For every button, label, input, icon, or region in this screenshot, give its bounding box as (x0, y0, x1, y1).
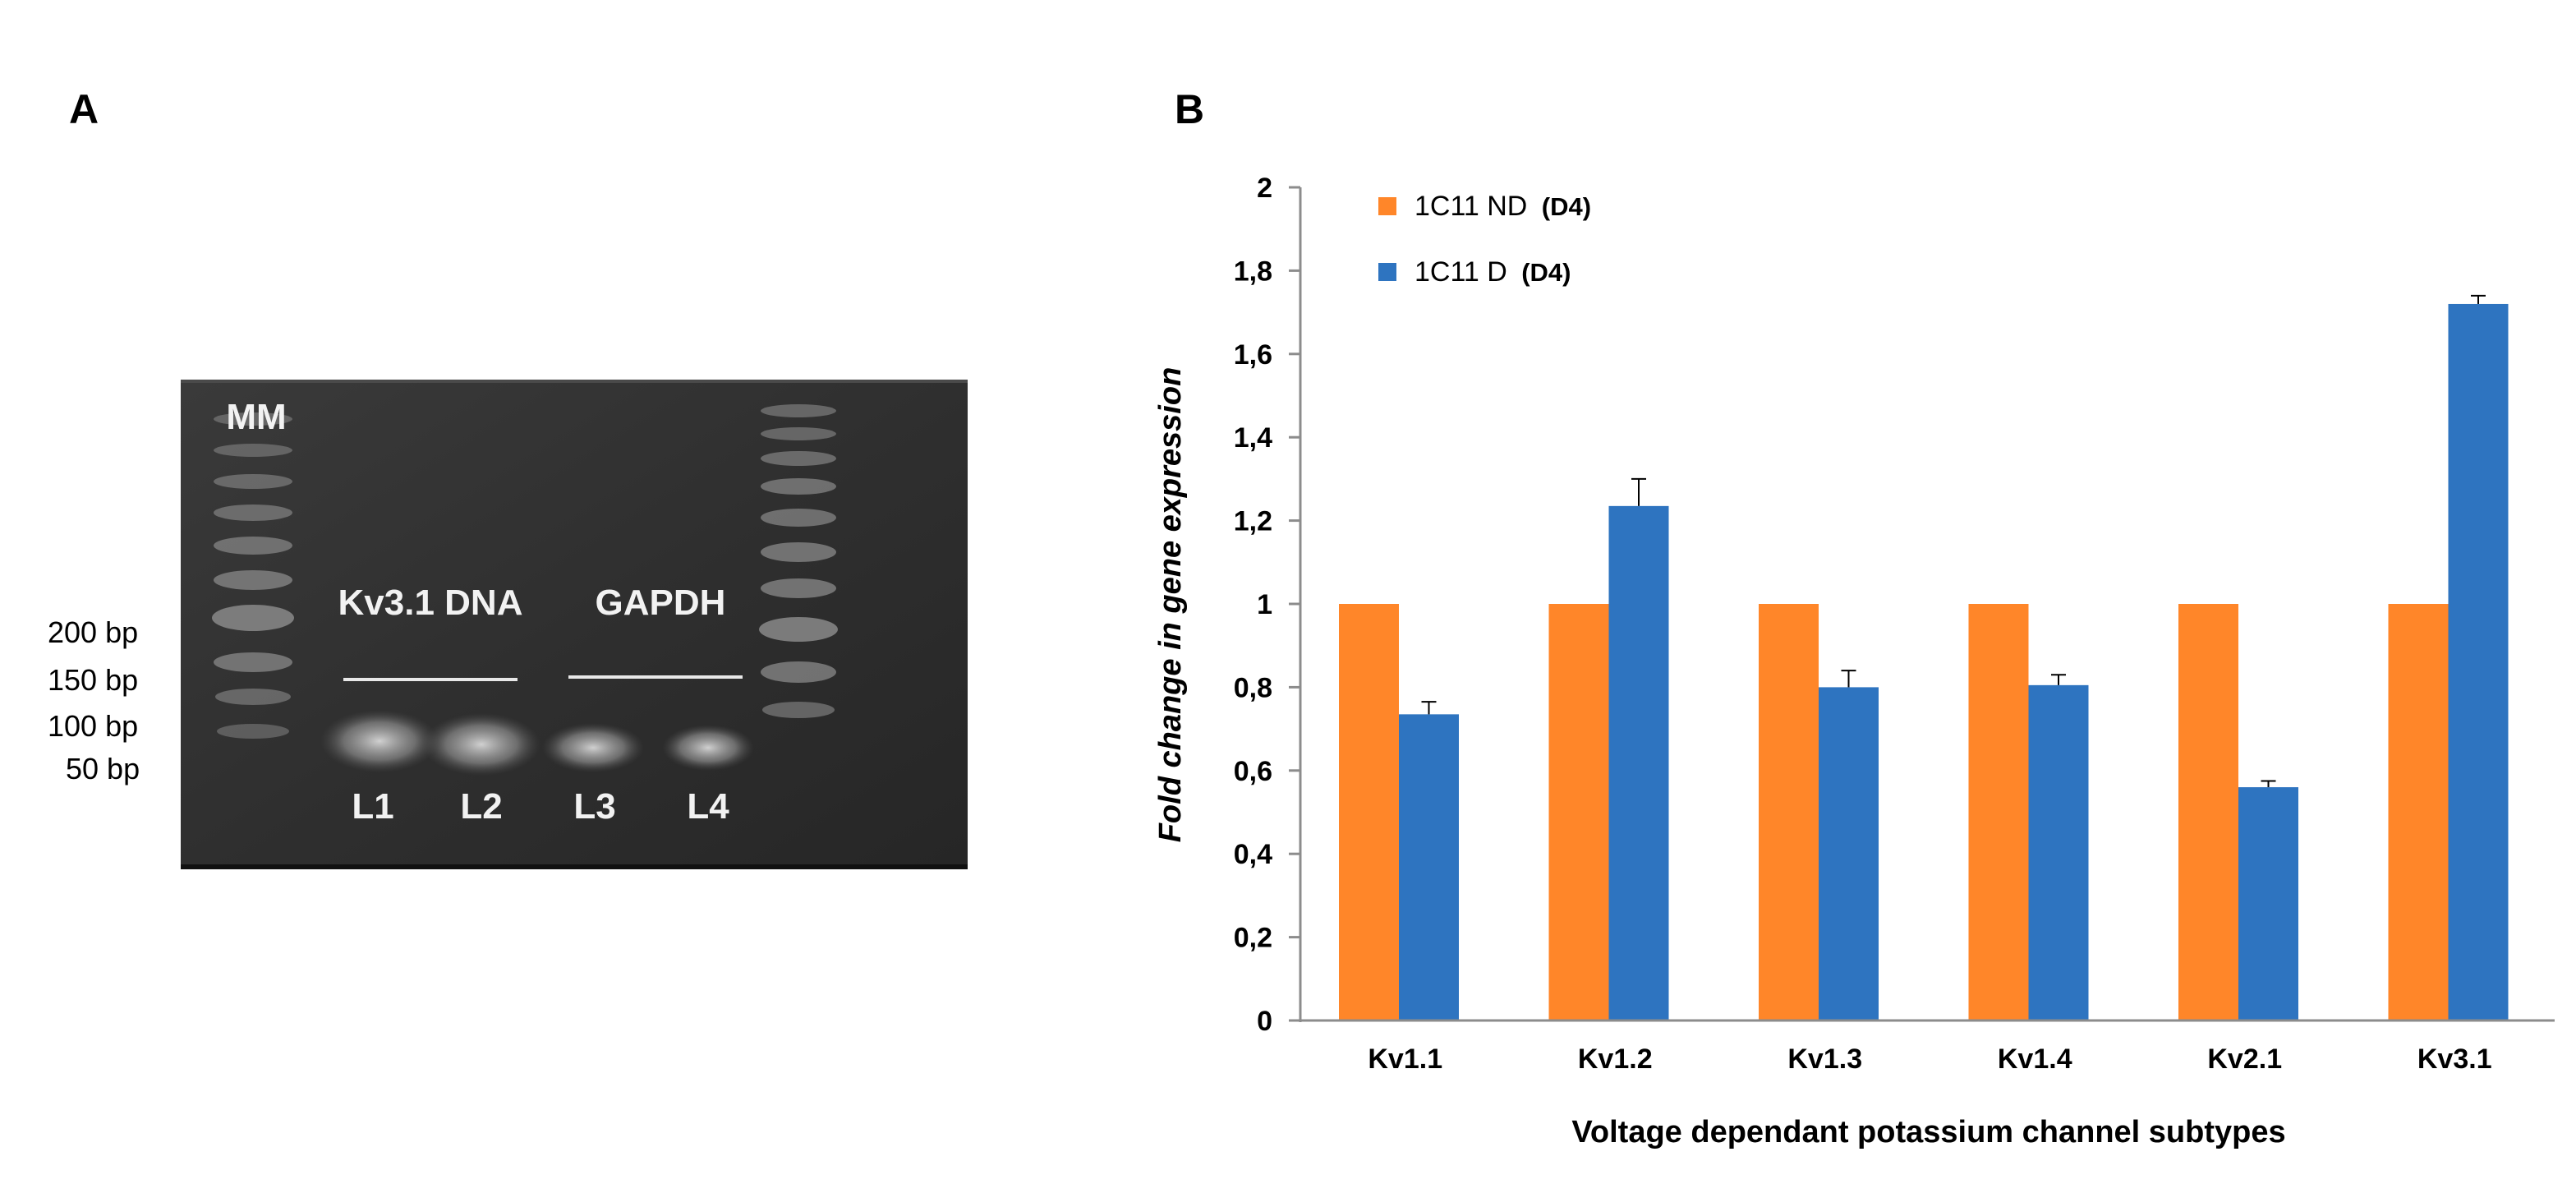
band-l4 (662, 725, 754, 771)
bar-d-Kv11 (1399, 714, 1459, 1020)
legend-label-nd: 1C11 ND (D4) (1414, 191, 1591, 222)
bar-nd-Kv13 (1759, 604, 1819, 1020)
bar-nd-Kv14 (1968, 604, 2029, 1020)
y-tick-label: 1,4 (1234, 422, 1272, 454)
x-tick-label: Kv1.1 (1368, 1043, 1442, 1075)
y-tick-label: 0,8 (1234, 672, 1272, 703)
panel-b: B 0 0,2 0,4 0,6 0,8 1 1,2 1,4 1,6 1,8 2 Kv1.1 Kv1.2… (1153, 86, 2555, 1149)
size-label-200: 200 bp (48, 615, 138, 649)
sample-bands (320, 710, 754, 776)
gel-image: MM Kv3.1 DNA GAPDH L1 L2 L3 L4 (181, 380, 968, 869)
y-tick-label: 1,6 (1234, 339, 1272, 371)
legend-label-d: 1C11 D (D4) (1414, 256, 1571, 288)
bar-nd-Kv31 (2388, 604, 2449, 1020)
band-l3 (542, 723, 644, 772)
gapdh-group-bar (568, 675, 743, 679)
lane-label-l1: L1 (352, 786, 393, 827)
error-bars (1421, 294, 2486, 788)
x-tick-label: Kv2.1 (2207, 1043, 2282, 1075)
size-label-50: 50 bp (66, 752, 140, 785)
bar-d-Kv14 (2028, 684, 2089, 1020)
legend-swatch-d (1378, 263, 1396, 281)
x-tick-label: Kv1.2 (1578, 1043, 1653, 1075)
y-tick-label: 0 (1257, 1006, 1272, 1037)
gel-top-edge (181, 380, 968, 383)
bar-nd-Kv11 (1339, 604, 1399, 1020)
band-l2 (422, 713, 540, 776)
bar-nd-Kv12 (1548, 604, 1609, 1020)
x-axis-tick-labels: Kv1.1 Kv1.2 Kv1.3 Kv1.4 Kv2.1 Kv3.1 (1368, 1043, 2491, 1075)
size-label-100: 100 bp (48, 709, 138, 743)
legend-label-d-name: 1C11 D (1414, 256, 1507, 288)
bar-chart: 00,20,40,60,811,21,41,61,82 Kv1.1 Kv1.2 Kv… (1153, 173, 2555, 1149)
size-label-150: 150 bp (48, 663, 138, 697)
bar-d-Kv12 (1608, 505, 1669, 1020)
bar-d-Kv21 (2238, 787, 2298, 1020)
group-label-kv31: Kv3.1 DNA (338, 583, 523, 623)
y-axis-title: Fold change in gene expression (1153, 367, 1188, 843)
right-marker-ladder (759, 404, 838, 718)
bar-d-Kv31 (2448, 303, 2509, 1021)
legend-label-nd-suffix: (D4) (1542, 192, 1591, 221)
left-marker-ladder (212, 412, 294, 739)
y-tick-label: 2 (1257, 173, 1272, 204)
legend-label-nd-name: 1C11 ND (1414, 191, 1527, 222)
y-tick-label: 0,4 (1234, 839, 1272, 870)
lane-label-l2: L2 (460, 786, 502, 827)
legend-item-d: 1C11 D (D4) (1378, 256, 1571, 288)
legend-label-d-suffix: (D4) (1521, 258, 1571, 287)
panel-a: A (48, 86, 968, 869)
x-tick-label: Kv3.1 (2417, 1043, 2492, 1075)
legend-item-nd: 1C11 ND (D4) (1378, 191, 1591, 222)
legend: 1C11 ND (D4) 1C11 D (D4) (1378, 191, 1591, 288)
panel-a-label: A (69, 86, 99, 132)
band-l1 (320, 710, 439, 772)
x-axis-title: Voltage dependant potassium channel subt… (1571, 1115, 2285, 1149)
lane-label-l4: L4 (687, 786, 729, 827)
size-labels: 200 bp 150 bp 100 bp 50 bp (48, 615, 140, 785)
bar-nd-Kv21 (2178, 604, 2238, 1020)
y-tick-label: 1,2 (1234, 506, 1272, 537)
gel-bottom-edge (181, 864, 968, 869)
bar-d-Kv13 (1819, 687, 1879, 1020)
marker-label: MM (226, 397, 286, 437)
y-tick-label: 0,2 (1234, 923, 1272, 954)
group-label-gapdh: GAPDH (596, 583, 726, 623)
x-tick-label: Kv1.3 (1787, 1043, 1862, 1075)
bars (1339, 303, 2509, 1021)
x-tick-label: Kv1.4 (1998, 1043, 2072, 1075)
panel-b-label: B (1175, 86, 1204, 132)
lane-label-l3: L3 (573, 786, 615, 827)
legend-swatch-nd (1378, 197, 1396, 215)
y-tick-label: 1,8 (1234, 256, 1272, 287)
kv31-group-bar (343, 678, 518, 681)
y-tick-label: 0,6 (1234, 756, 1272, 787)
y-axis-ticks: 0 0,2 0,4 0,6 0,8 1 1,2 1,4 1,6 1,8 2 (1234, 173, 1300, 1037)
y-tick-label: 1 (1257, 589, 1272, 620)
gel-background (181, 380, 968, 869)
